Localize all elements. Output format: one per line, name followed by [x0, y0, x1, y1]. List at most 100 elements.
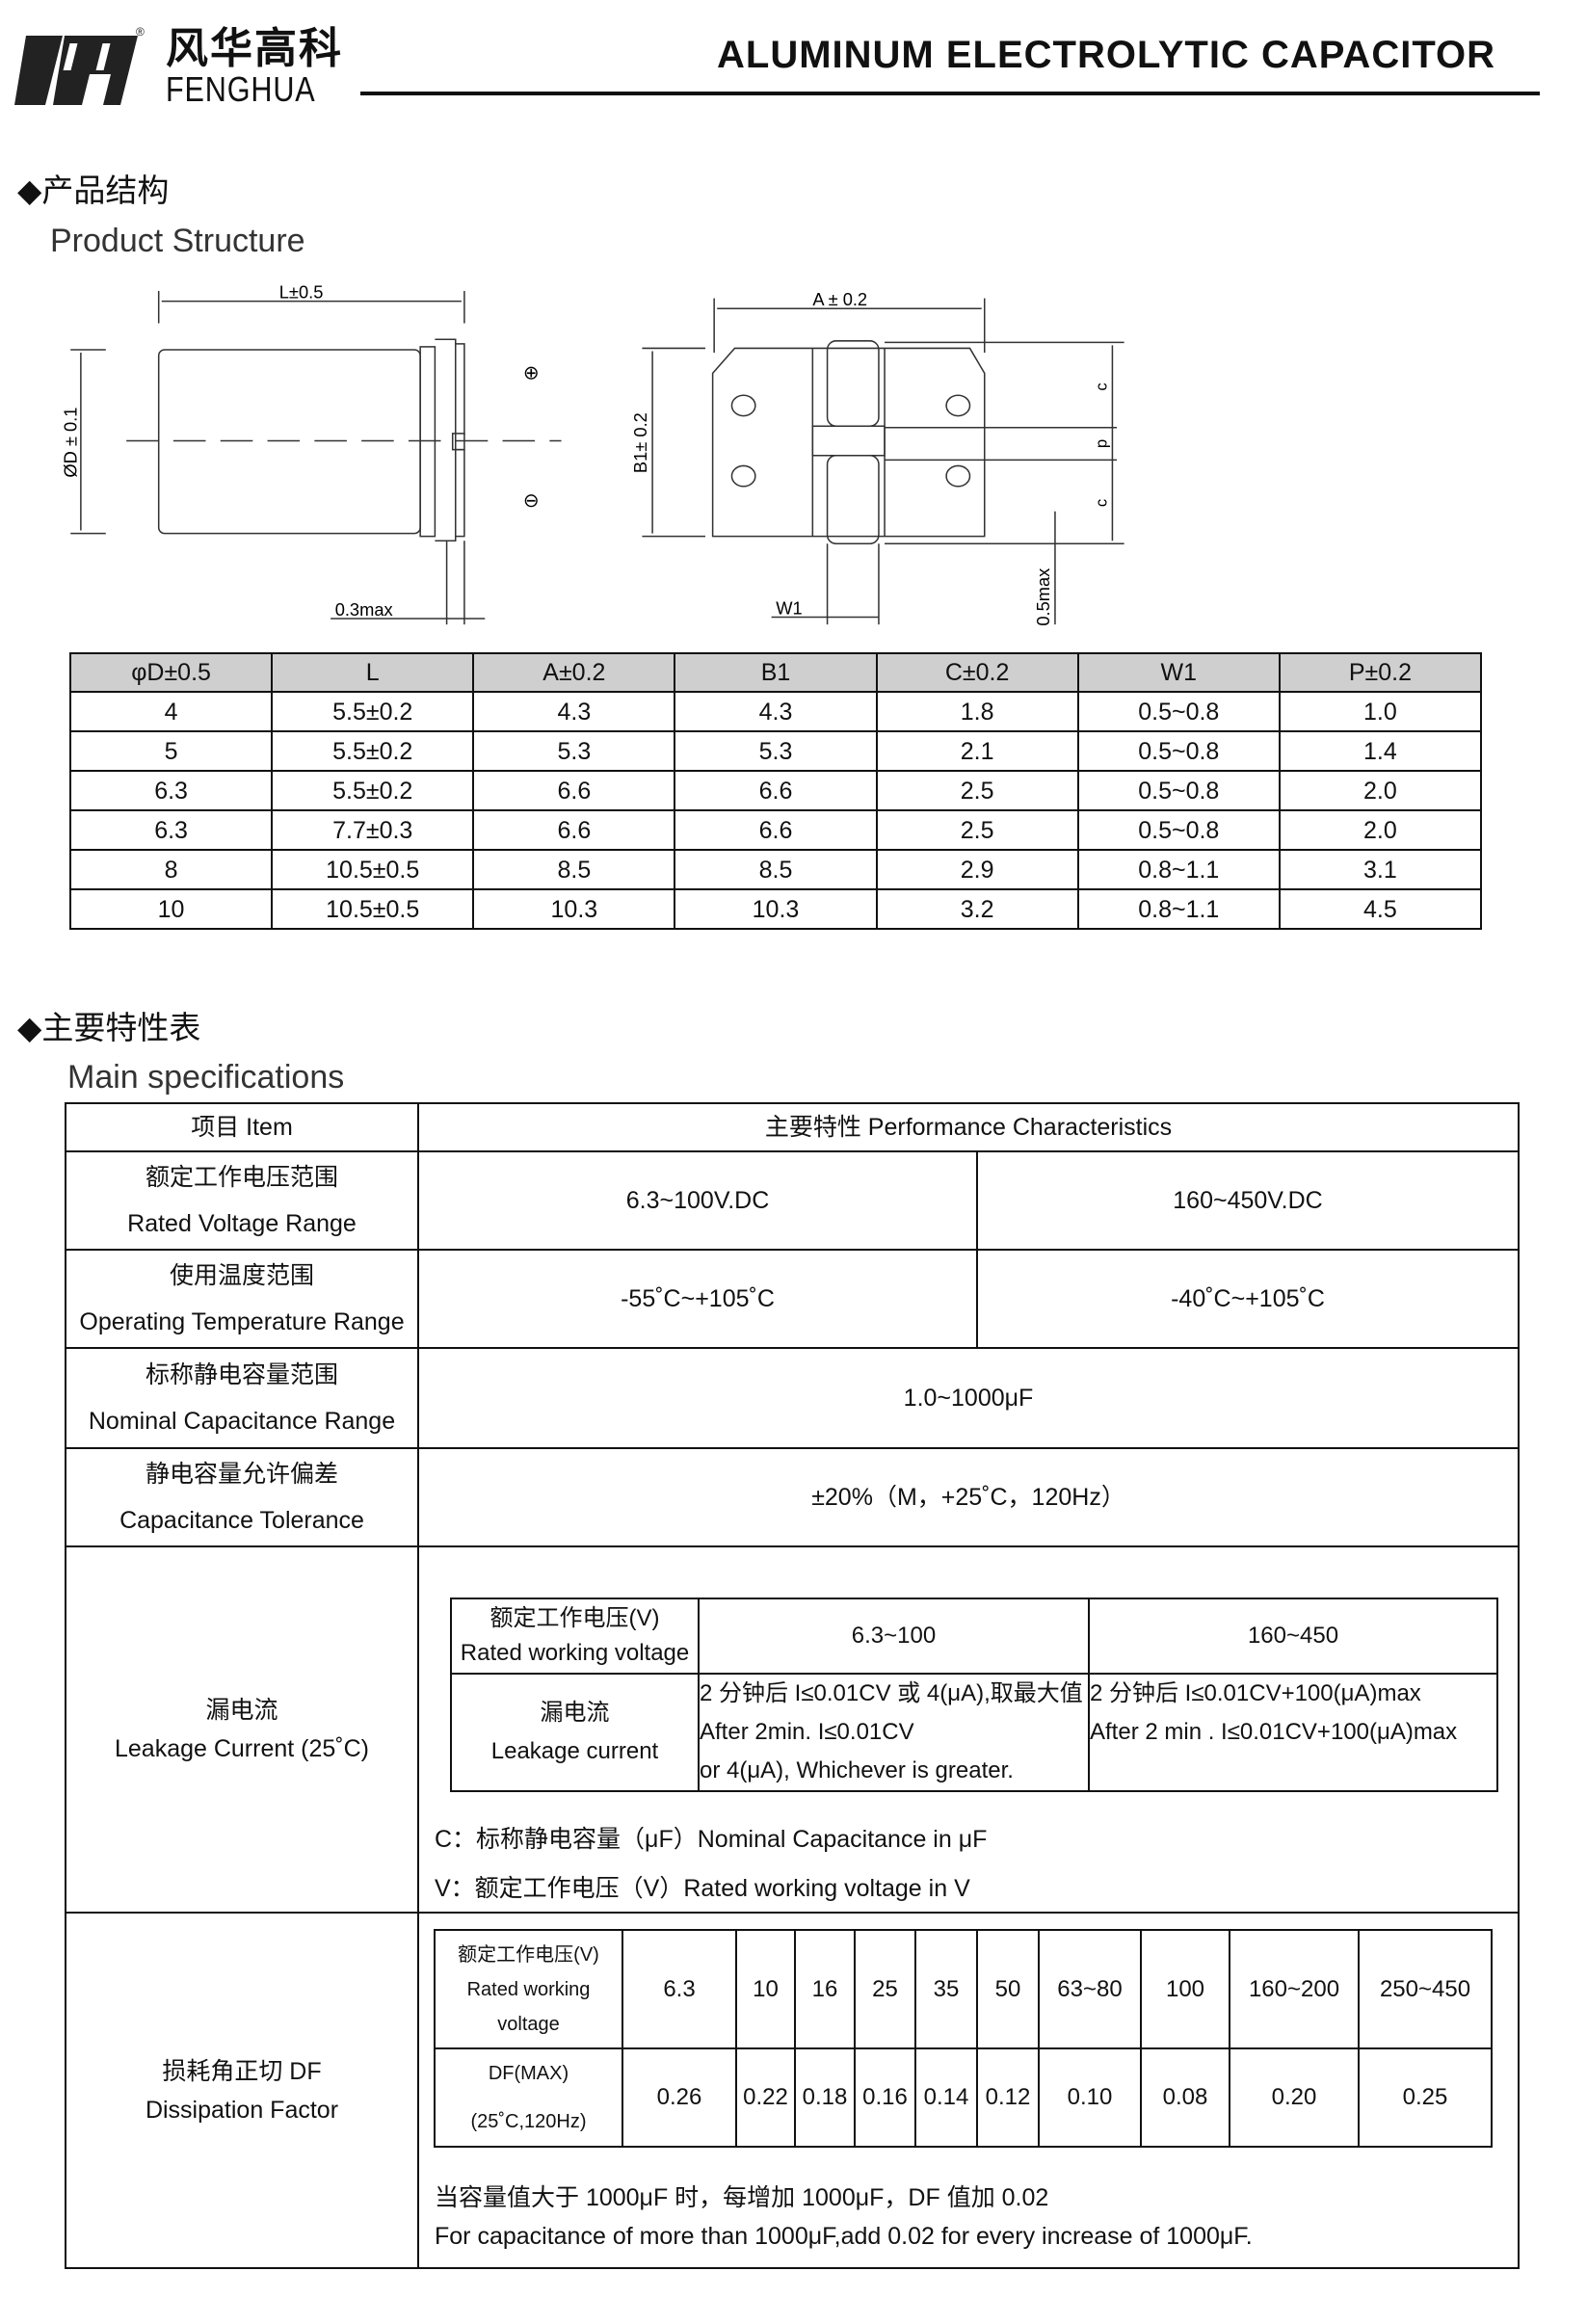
- table-cell: 8: [68, 849, 274, 890]
- table-cell: 1.0: [1278, 691, 1483, 732]
- leakage-current-table: 额定工作电压(V) Rated working voltage 6.3~100 1…: [450, 1598, 1498, 1792]
- table-cell: 5.5±0.2: [271, 730, 475, 772]
- table-cell: 2.5: [875, 770, 1079, 811]
- value: 6.3~100V.DC: [417, 1150, 978, 1251]
- table-cell: 4.3: [674, 691, 878, 732]
- table-cell: 1.8: [875, 691, 1079, 732]
- item-cn: 标称静电容量范围: [145, 1361, 338, 1388]
- table-cell: 5.3: [674, 730, 878, 772]
- item-en: Leakage Current (25˚C): [114, 1735, 369, 1762]
- value: 160~450V.DC: [975, 1150, 1521, 1251]
- table-cell: 4.3: [472, 691, 676, 732]
- leakage-formula: or 4(μA), Whichever is greater.: [700, 1757, 1014, 1783]
- table-cell: 0.5~0.8: [1076, 691, 1281, 732]
- leakage-formula: 2 分钟后 I≤0.01CV 或 4(μA),取最大值: [700, 1680, 1083, 1706]
- table-cell: 2.0: [1278, 770, 1483, 811]
- label-d: ØD ± 0.1: [60, 408, 80, 478]
- item-en: Dissipation Factor: [145, 2096, 339, 2124]
- table-row: 4 5.5±0.2 4.3 4.3 1.8 0.5~0.8 1.0: [68, 691, 1483, 732]
- table-cell: 6.3: [68, 770, 274, 811]
- col-item: 项目 Item: [65, 1102, 419, 1152]
- table-cell: 5.5±0.2: [271, 691, 475, 732]
- table-cell: 5.5±0.2: [271, 770, 475, 811]
- table-cell: 2.9: [875, 849, 1079, 890]
- table-cell: 6.6: [472, 809, 676, 851]
- df-value-cell: 0.22: [735, 2047, 796, 2148]
- col-header: φD±0.5: [68, 652, 274, 693]
- item-cn: 损耗角正切 DF: [162, 2057, 322, 2085]
- voltage-label-cn: 额定工作电压(V): [489, 1605, 660, 1631]
- table-cell: 4.5: [1278, 888, 1483, 930]
- fenghua-logo: ®: [14, 26, 145, 105]
- section-heading-specs-en: Main specifications: [67, 1059, 345, 1096]
- spec-row-tolerance: 静电容量允许偏差 Capacitance Tolerance ±20%（M，+25…: [65, 1447, 1521, 1547]
- dissipation-factor-table: 额定工作电压(V) Rated working voltage 6.3 10 16 25 3…: [434, 1929, 1493, 2148]
- df-value-cell: 0.16: [854, 2047, 916, 2148]
- document-title: ALUMINUM ELECTROLYTIC CAPACITOR: [717, 34, 1496, 76]
- df-voltage-cell: 35: [914, 1929, 978, 2049]
- label-a: A ± 0.2: [812, 289, 867, 309]
- col-header: A±0.2: [472, 652, 676, 693]
- df-voltage-cell: 50: [976, 1929, 1040, 2049]
- table-cell: 2.0: [1278, 809, 1483, 851]
- spec-header-row: 项目 Item 主要特性 Performance Characteristics: [65, 1102, 1521, 1152]
- value: -40˚C~+105˚C: [975, 1249, 1521, 1349]
- value: ±20%（M，+25˚C，120Hz）: [416, 1447, 1521, 1547]
- table-cell: 8.5: [472, 849, 676, 890]
- label-c-bottom: c: [1092, 499, 1110, 507]
- plus-icon: ⊕: [523, 362, 540, 383]
- df-value-cell: 0.18: [794, 2047, 856, 2148]
- df-value-cell: 0.14: [914, 2047, 978, 2148]
- df-voltage-cell: 10: [735, 1929, 796, 2049]
- svg-text:®: ®: [136, 26, 145, 39]
- table-cell: 7.7±0.3: [271, 809, 475, 851]
- table-cell: 10.5±0.5: [271, 888, 475, 930]
- item-cn: 额定工作电压范围: [145, 1164, 338, 1191]
- df-voltage-cell: 63~80: [1038, 1929, 1142, 2049]
- col-header: B1: [674, 652, 878, 693]
- minus-icon: ⊖: [523, 490, 540, 512]
- label-c-top: c: [1092, 383, 1110, 390]
- section-heading-structure-cn: ◆产品结构: [17, 172, 170, 208]
- table-cell: 6.6: [674, 770, 878, 811]
- label-p: p: [1092, 439, 1110, 448]
- company-name-en: FENGHUA: [166, 69, 316, 109]
- table-cell: 0.8~1.1: [1076, 888, 1281, 930]
- label-05max: 0.5max: [1033, 568, 1053, 626]
- table-cell: 5.3: [472, 730, 676, 772]
- table-cell: 2.1: [875, 730, 1079, 772]
- label-b1: B1± 0.2: [630, 412, 650, 473]
- table-cell: 1.4: [1278, 730, 1483, 772]
- item-cn: 使用温度范围: [169, 1262, 314, 1289]
- current-label-en: Leakage current: [490, 1738, 659, 1764]
- item-cn: 静电容量允许偏差: [145, 1461, 338, 1488]
- voltage-range: 160~450: [1088, 1598, 1498, 1675]
- col-header: W1: [1076, 652, 1281, 693]
- label-l: L±0.5: [279, 282, 324, 303]
- table-cell: 4: [68, 691, 274, 732]
- df-voltage-cell: 250~450: [1358, 1929, 1493, 2049]
- df-note-cn: 当容量值大于 1000μF 时，每增加 1000μF，DF 值加 0.02: [435, 2184, 1049, 2211]
- df-value-cell: 0.20: [1229, 2047, 1360, 2148]
- table-header-row: φD±0.5 L A±0.2 B1 C±0.2 W1 P±0.2: [68, 652, 1483, 693]
- df-value-cell: 0.08: [1140, 2047, 1230, 2148]
- df-value-cell: 0.25: [1358, 2047, 1493, 2148]
- table-cell: 8.5: [674, 849, 878, 890]
- table-cell: 0.8~1.1: [1076, 849, 1281, 890]
- table-cell: 0.5~0.8: [1076, 809, 1281, 851]
- item-cn: 漏电流: [205, 1697, 278, 1724]
- table-row: 10 10.5±0.5 10.3 10.3 3.2 0.8~1.1 4.5: [68, 888, 1483, 930]
- value: -55˚C~+105˚C: [417, 1249, 978, 1349]
- item-en: Operating Temperature Range: [79, 1308, 405, 1335]
- col-header: P±0.2: [1278, 652, 1483, 693]
- df-voltage-cn: 额定工作电压(V): [458, 1943, 599, 1966]
- note-v: V：额定工作电压（V）Rated working voltage in V: [435, 1875, 970, 1902]
- voltage-label-en: Rated working voltage: [460, 1640, 690, 1666]
- table-cell: 10: [68, 888, 274, 930]
- table-cell: 6.3: [68, 809, 274, 851]
- label-lead: 0.3max: [335, 599, 393, 620]
- table-row: 6.3 7.7±0.3 6.6 6.6 2.5 0.5~0.8 2.0: [68, 809, 1483, 851]
- table-cell: 0.5~0.8: [1076, 730, 1281, 772]
- df-voltage-en: Rated working: [466, 1978, 591, 2000]
- section-heading-specs-cn: ◆主要特性表: [17, 1010, 201, 1045]
